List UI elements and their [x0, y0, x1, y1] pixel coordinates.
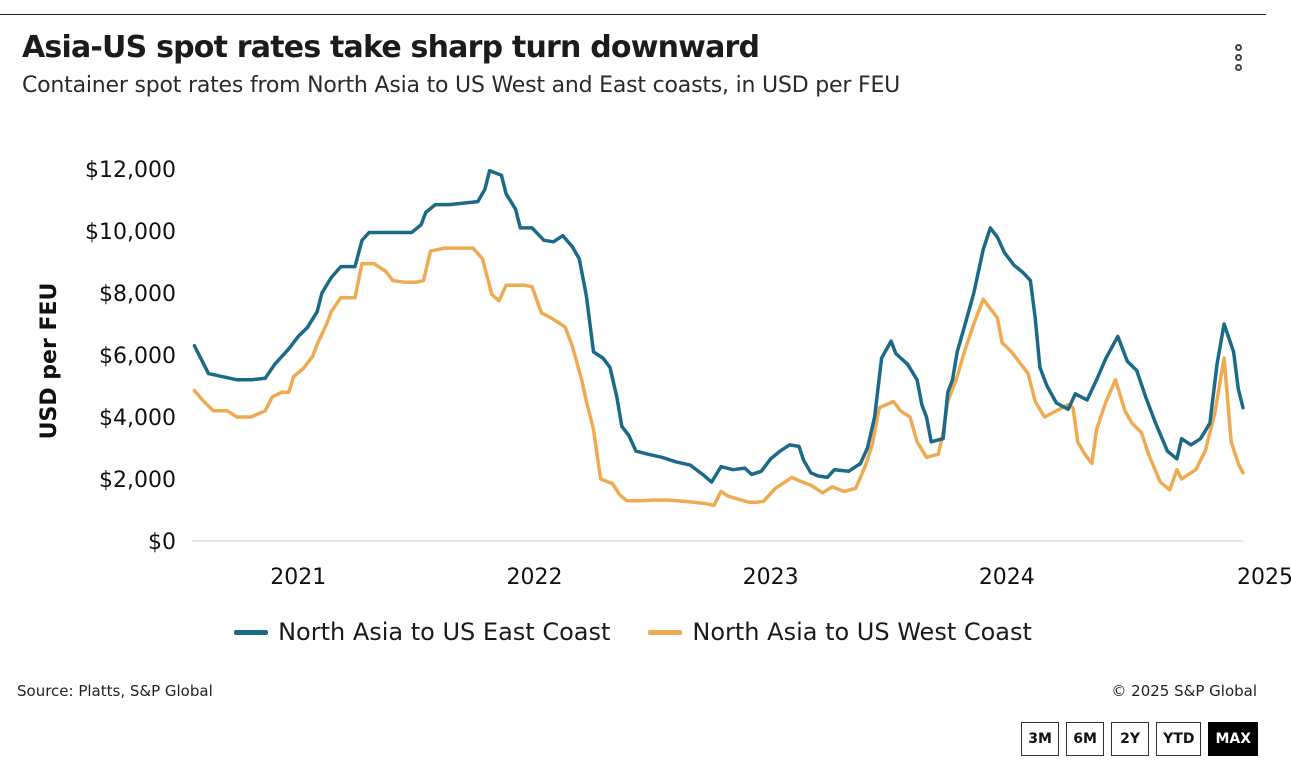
- series-line-west-coast: [192, 246, 1245, 508]
- line-chart: $0 $2,000 $4,000 $6,000 $8,000 $10,000 $12,000…: [37, 158, 1291, 590]
- legend-swatch-west: [648, 629, 683, 635]
- legend-label-east: North Asia to US East Coast: [278, 618, 611, 646]
- series-lines: [192, 168, 1245, 508]
- copyright-note: © 2025 S&P Global: [1111, 682, 1257, 700]
- x-tick-label: 2021: [270, 565, 326, 590]
- y-tick-label: $0: [148, 530, 176, 555]
- legend: North Asia to US East Coast North Asia t…: [0, 618, 1266, 646]
- chart-subtitle: Container spot rates from North Asia to …: [22, 73, 901, 98]
- menu-dot: [1234, 44, 1242, 51]
- legend-item-west-coast[interactable]: North Asia to US West Coast: [648, 618, 1032, 646]
- y-axis-label: USD per FEU: [37, 283, 62, 440]
- range-button-ytd[interactable]: YTD: [1156, 722, 1202, 756]
- y-tick-label: $6,000: [99, 344, 176, 369]
- menu-dot: [1234, 54, 1242, 61]
- y-tick-label: $10,000: [85, 220, 176, 245]
- more-options-icon[interactable]: [1227, 44, 1249, 84]
- range-button-2y[interactable]: 2Y: [1111, 722, 1150, 756]
- legend-label-west: North Asia to US West Coast: [692, 618, 1032, 646]
- series-line-east-coast: [192, 168, 1245, 484]
- x-axis: 2021 2022 2023 2024 2025: [270, 565, 1291, 590]
- range-button-6m[interactable]: 6M: [1066, 722, 1105, 756]
- y-tick-label: $8,000: [99, 282, 176, 307]
- y-tick-label: $4,000: [99, 406, 176, 431]
- menu-dot: [1234, 64, 1242, 71]
- y-tick-label: $2,000: [99, 468, 176, 493]
- range-button-3m[interactable]: 3M: [1021, 722, 1060, 756]
- range-selector: 3M 6M 2Y YTD MAX: [1021, 722, 1258, 756]
- y-tick-label: $12,000: [85, 158, 176, 183]
- x-tick-label: 2024: [979, 565, 1035, 590]
- x-tick-label: 2022: [506, 565, 562, 590]
- source-note: Source: Platts, S&P Global: [17, 682, 213, 700]
- chart-title: Asia-US spot rates take sharp turn downw…: [22, 30, 760, 65]
- legend-swatch-east: [234, 629, 269, 635]
- range-button-max[interactable]: MAX: [1208, 722, 1258, 756]
- legend-item-east-coast[interactable]: North Asia to US East Coast: [234, 618, 610, 646]
- top-rule: [0, 14, 1266, 15]
- y-axis: $0 $2,000 $4,000 $6,000 $8,000 $10,000 $12,000: [85, 158, 176, 555]
- x-tick-label: 2023: [743, 565, 799, 590]
- x-tick-label: 2025: [1237, 565, 1291, 590]
